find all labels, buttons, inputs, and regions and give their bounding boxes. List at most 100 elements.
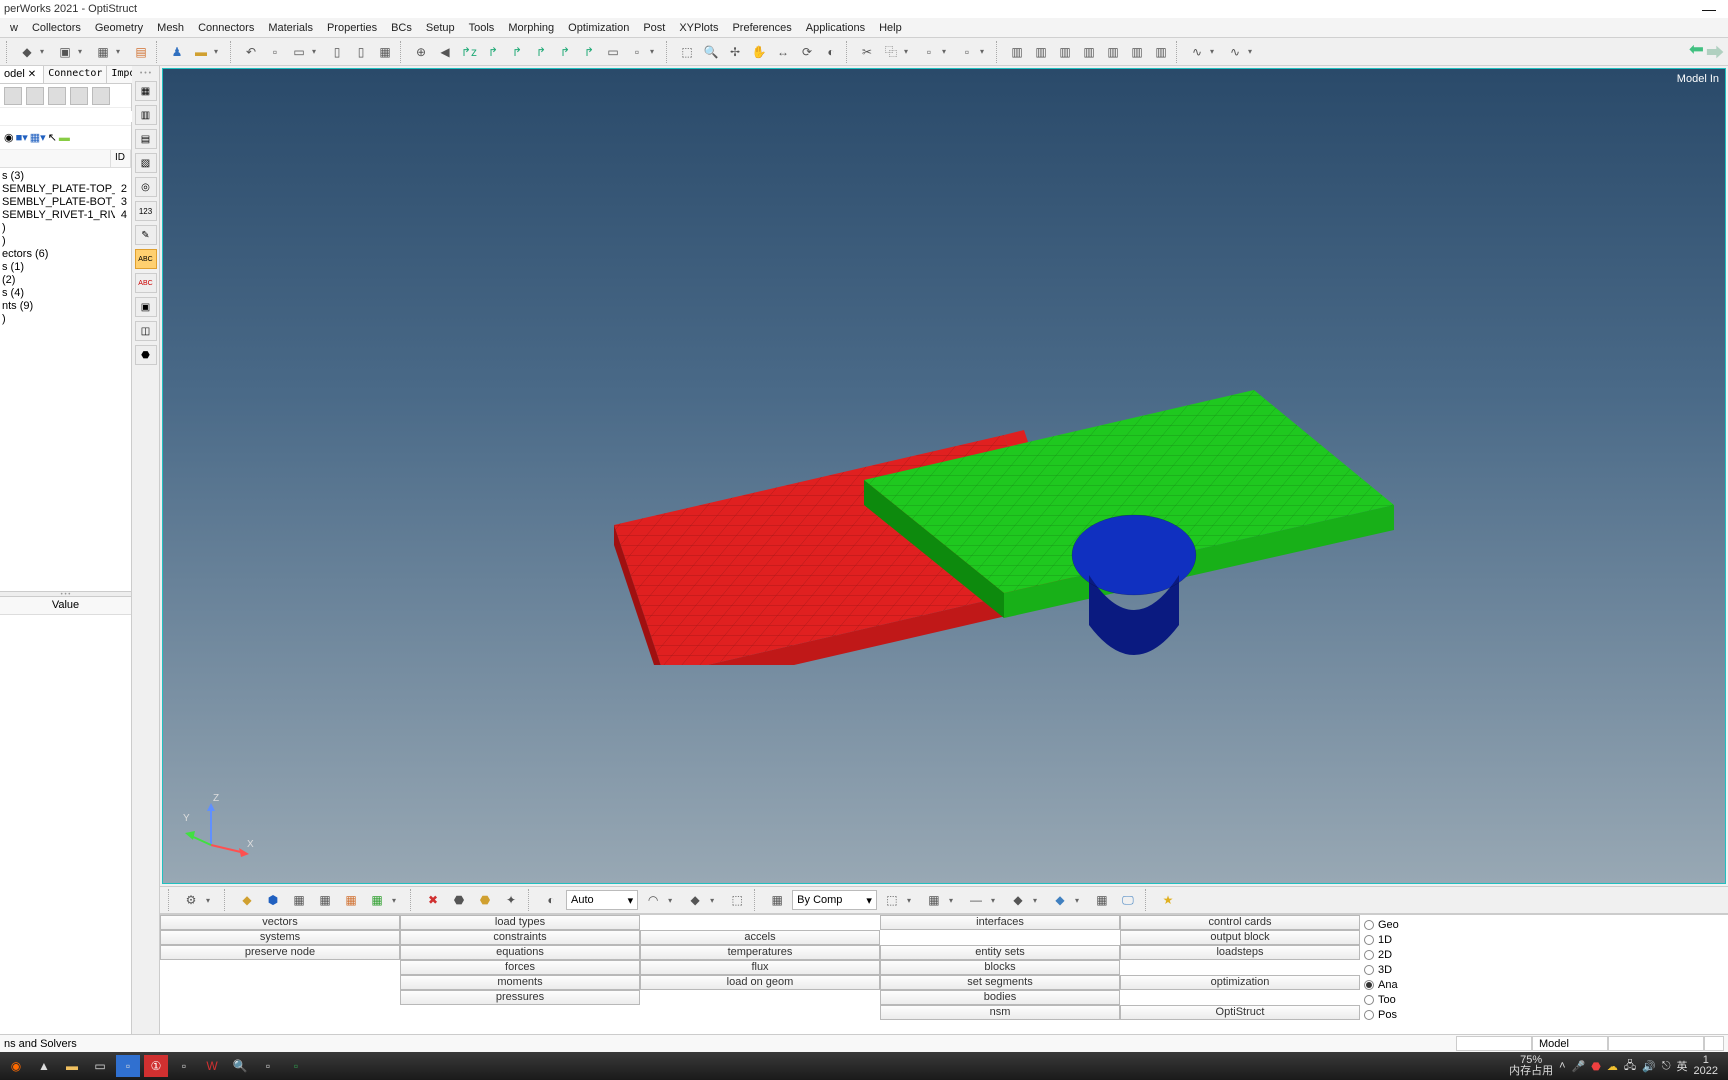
page-radio-geo[interactable]: Geo: [1364, 917, 1416, 932]
tree-row[interactable]: s (3): [0, 170, 131, 183]
search-input[interactable]: [4, 111, 136, 122]
disp-ico-1[interactable]: ⚙: [180, 889, 202, 911]
zoom-icon[interactable]: 🔍: [700, 41, 722, 63]
task-app-5[interactable]: ▫: [172, 1055, 196, 1077]
panel-preserve-node[interactable]: preserve node: [160, 945, 400, 960]
menu-help[interactable]: Help: [873, 20, 908, 36]
browser-ico3[interactable]: [48, 87, 66, 105]
panel-temperatures[interactable]: temperatures: [640, 945, 880, 960]
user-icon[interactable]: ♟: [166, 41, 188, 63]
auto-combo[interactable]: Auto▾: [566, 890, 638, 910]
filter-ico5[interactable]: ▬: [59, 132, 70, 144]
win5-icon[interactable]: ▥: [1102, 41, 1124, 63]
redo-icon[interactable]: ▫: [264, 41, 286, 63]
menu-applications[interactable]: Applications: [800, 20, 871, 36]
disp-ico-20[interactable]: ◆: [1007, 889, 1029, 911]
undo-icon[interactable]: ↶: [240, 41, 262, 63]
menu-bcs[interactable]: BCs: [385, 20, 418, 36]
page-radio-3d[interactable]: 3D: [1364, 962, 1416, 977]
view-icon[interactable]: ▭: [602, 41, 624, 63]
task-app-2[interactable]: ▭: [88, 1055, 112, 1077]
side-btn-7[interactable]: ✎: [135, 225, 157, 245]
paste-icon[interactable]: ▫: [918, 41, 940, 63]
page-radio-ana[interactable]: Ana: [1364, 977, 1416, 992]
bycomp-combo[interactable]: By Comp▾: [792, 890, 877, 910]
back-arrow-icon[interactable]: ⬅: [1689, 39, 1704, 65]
page-radio-1d[interactable]: 1D: [1364, 932, 1416, 947]
tree-row[interactable]: ): [0, 235, 131, 248]
tray-shield-icon[interactable]: ⬣: [1591, 1060, 1601, 1073]
trans-icon[interactable]: ▯: [350, 41, 372, 63]
panel-set-segments[interactable]: set segments: [880, 975, 1120, 990]
side-btn-1[interactable]: ▦: [135, 81, 157, 101]
side-btn-6[interactable]: 123: [135, 201, 157, 221]
menu-mesh[interactable]: Mesh: [151, 20, 190, 36]
browser-ico2[interactable]: [26, 87, 44, 105]
page-radio-too[interactable]: Too: [1364, 992, 1416, 1007]
win6-icon[interactable]: ▥: [1126, 41, 1148, 63]
panel-nsm[interactable]: nsm: [880, 1005, 1120, 1020]
panel-moments[interactable]: moments: [400, 975, 640, 990]
menu-optimization[interactable]: Optimization: [562, 20, 635, 36]
panel-constraints[interactable]: constraints: [400, 930, 640, 945]
panel-forces[interactable]: forces: [400, 960, 640, 975]
tray-vol-icon[interactable]: 🔊: [1642, 1060, 1656, 1073]
task-explorer-icon[interactable]: ▬: [60, 1055, 84, 1077]
delete-icon[interactable]: ✖: [422, 889, 444, 911]
minimize-button[interactable]: —: [1694, 1, 1724, 17]
pan-icon[interactable]: ✋: [748, 41, 770, 63]
tree-row[interactable]: nts (9): [0, 300, 131, 313]
fit-icon[interactable]: ⊕: [410, 41, 432, 63]
star-icon[interactable]: ★: [1157, 889, 1179, 911]
side-btn-8[interactable]: ABC: [135, 249, 157, 269]
menu-tools[interactable]: Tools: [463, 20, 501, 36]
menu-w[interactable]: w: [4, 20, 24, 36]
side-btn-5[interactable]: ◎: [135, 177, 157, 197]
win2-icon[interactable]: ▥: [1030, 41, 1052, 63]
persp-icon[interactable]: ▦: [374, 41, 396, 63]
tray-clock[interactable]: 12022: [1694, 1055, 1718, 1077]
disp-ico-16[interactable]: ▦: [766, 889, 788, 911]
disp-ico-9[interactable]: ⬣: [448, 889, 470, 911]
task-app-8[interactable]: ▫: [256, 1055, 280, 1077]
shaded-icon[interactable]: ▭: [288, 41, 310, 63]
disp-ico-23[interactable]: 🖵: [1117, 889, 1139, 911]
browser-ico5[interactable]: [92, 87, 110, 105]
disp-ico-3[interactable]: ⬢: [262, 889, 284, 911]
side-btn-12[interactable]: ⬣: [135, 345, 157, 365]
side-btn-11[interactable]: ◫: [135, 321, 157, 341]
disp-ico-18[interactable]: ▦: [923, 889, 945, 911]
win3-icon[interactable]: ▥: [1054, 41, 1076, 63]
tree-row[interactable]: s (4): [0, 287, 131, 300]
task-app-3[interactable]: ▫: [116, 1055, 140, 1077]
task-app-9[interactable]: ▫: [284, 1055, 308, 1077]
tab-connector[interactable]: Connector: [44, 66, 107, 83]
tab-model[interactable]: odel✕: [0, 66, 44, 83]
menu-preferences[interactable]: Preferences: [726, 20, 797, 36]
panel-bodies[interactable]: bodies: [880, 990, 1120, 1005]
side-btn-3[interactable]: ▤: [135, 129, 157, 149]
tray-chevron-icon[interactable]: ˄: [1559, 1060, 1565, 1072]
panel-control-cards[interactable]: control cards: [1120, 915, 1360, 930]
panel-vectors[interactable]: vectors: [160, 915, 400, 930]
close-icon[interactable]: ✕: [25, 68, 39, 81]
panel-systems[interactable]: systems: [160, 930, 400, 945]
menu-connectors[interactable]: Connectors: [192, 20, 260, 36]
panel-blocks[interactable]: blocks: [880, 960, 1120, 975]
panel-load-types[interactable]: load types: [400, 915, 640, 930]
task-app-6[interactable]: W: [200, 1055, 224, 1077]
curve2-icon[interactable]: ∿: [1224, 41, 1246, 63]
disp-ico-22[interactable]: ▦: [1091, 889, 1113, 911]
side-btn-10[interactable]: ▣: [135, 297, 157, 317]
tree-row[interactable]: SEMBLY_PLATE-TOP_PLATE2: [0, 183, 131, 196]
panel-pressures[interactable]: pressures: [400, 990, 640, 1005]
new-model-icon[interactable]: ◆: [16, 41, 38, 63]
xz-icon[interactable]: ↱: [506, 41, 528, 63]
tray-wifi-icon[interactable]: ⎋: [1662, 1060, 1671, 1073]
disp-ico-17[interactable]: ⬚: [881, 889, 903, 911]
browser-ico1[interactable]: [4, 87, 22, 105]
panel-loadsteps[interactable]: loadsteps: [1120, 945, 1360, 960]
panel-optimization[interactable]: optimization: [1120, 975, 1360, 990]
disp-ico-4[interactable]: ▦: [288, 889, 310, 911]
side-btn-4[interactable]: ▧: [135, 153, 157, 173]
